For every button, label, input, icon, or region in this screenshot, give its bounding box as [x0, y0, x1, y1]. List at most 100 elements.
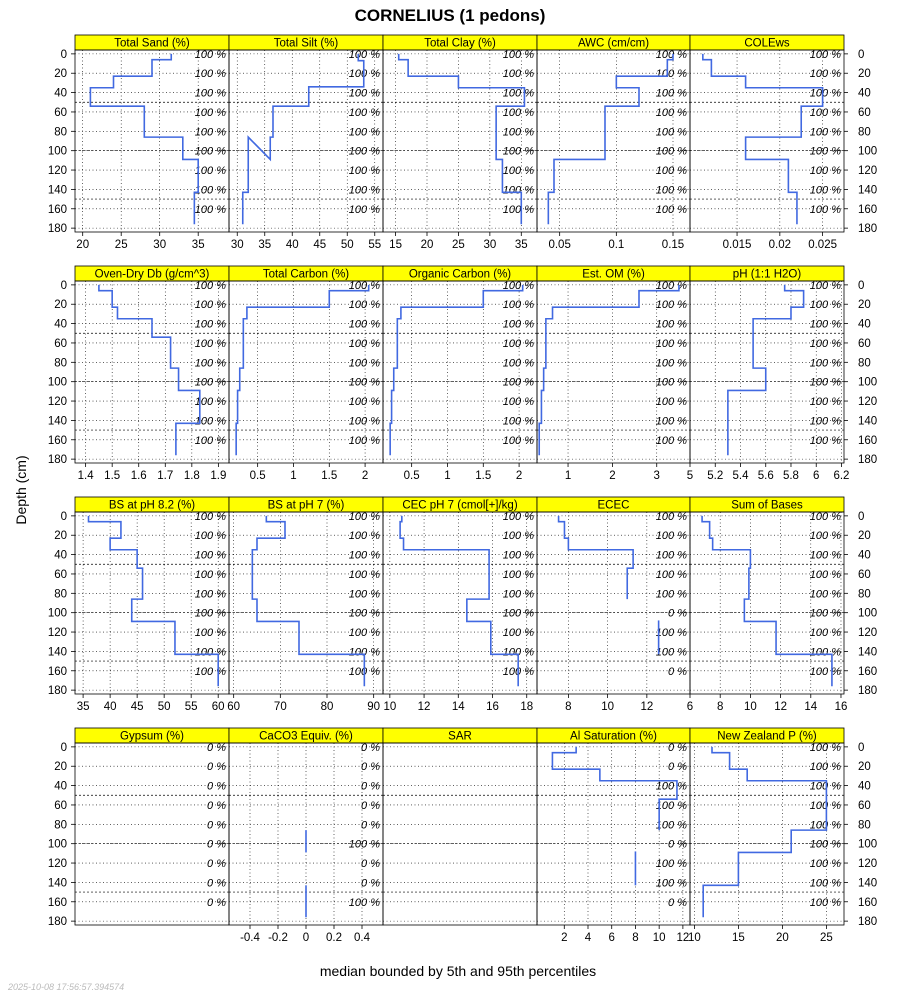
percent-label: 100 % [503, 107, 534, 119]
x-tick-label: 3 [654, 470, 660, 482]
percent-label: 100 % [195, 357, 226, 369]
percent-label: 0 % [207, 800, 226, 812]
percent-label: 100 % [656, 877, 687, 889]
x-tick-label: 0.5 [404, 470, 420, 482]
percent-label: 100 % [195, 550, 226, 562]
percent-label: 100 % [503, 184, 534, 196]
percent-label: 100 % [810, 800, 841, 812]
chart-title: CORNELIUS (1 pedons) [355, 6, 546, 25]
x-tick-label: 2 [516, 470, 522, 482]
profile-line [397, 53, 526, 225]
percent-label: 100 % [195, 165, 226, 177]
x-tick-label: 55 [185, 701, 198, 713]
profile-line [547, 53, 674, 225]
panel-strip-label: Oven-Dry Db (g/cm^3) [95, 269, 210, 281]
x-tick-label: 45 [131, 701, 144, 713]
y-tick-label-right: 60 [858, 800, 871, 812]
percent-label: 100 % [349, 280, 380, 292]
percent-label: 100 % [195, 204, 226, 216]
percent-label: 100 % [503, 204, 534, 216]
x-tick-label: 0 [303, 932, 309, 944]
panel-strip-label: New Zealand P (%) [717, 731, 817, 743]
percent-label: 100 % [810, 666, 841, 678]
y-tick-label-left: 0 [61, 280, 67, 292]
y-tick-label-left: 60 [54, 338, 67, 350]
percent-label: 100 % [349, 146, 380, 158]
x-tick-label: 1 [290, 470, 296, 482]
y-tick-label-left: 180 [48, 916, 67, 928]
x-tick-label: 35 [258, 239, 271, 251]
panel-2-4: Est. OM (%) 100 % 100 % 100 % 100 % 100 % 100 … [536, 265, 691, 482]
percent-label: 100 % [810, 204, 841, 216]
percent-label: 100 % [810, 781, 841, 793]
x-tick-label: 5.2 [707, 470, 723, 482]
percent-label: 100 % [810, 184, 841, 196]
y-tick-label-left: 60 [54, 107, 67, 119]
y-tick-label-right: 120 [858, 858, 877, 870]
x-tick-label: 6 [687, 701, 693, 713]
y-tick-label-left: 120 [48, 396, 67, 408]
percent-label: 100 % [810, 897, 841, 909]
y-tick-label-left: 100 [48, 146, 67, 158]
x-tick-label: 5.8 [783, 470, 799, 482]
percent-label: 100 % [656, 511, 687, 523]
y-tick-label-left: 80 [54, 819, 67, 831]
y-tick-label-left: 160 [48, 666, 67, 678]
y-tick-label-left: 140 [48, 877, 67, 889]
y-tick-label-right: 160 [858, 204, 877, 216]
panel-strip-label: Sum of Bases [731, 500, 803, 512]
x-tick-label: 50 [341, 239, 354, 251]
percent-label: 100 % [349, 107, 380, 119]
panel-strip-label: Total Silt (%) [274, 38, 339, 50]
x-tick-label: 8 [565, 701, 571, 713]
y-tick-label-right: 140 [858, 415, 877, 427]
x-tick-label: 0.015 [723, 239, 752, 251]
percent-label: 100 % [195, 107, 226, 119]
percent-label: 100 % [195, 666, 226, 678]
y-tick-label-right: 120 [858, 396, 877, 408]
x-tick-label: 30 [231, 239, 244, 251]
panel-strip-label: Est. OM (%) [582, 269, 645, 281]
x-tick-label: 2 [362, 470, 368, 482]
y-tick-label-right: 80 [858, 588, 871, 600]
percent-label: 100 % [195, 319, 226, 331]
panel-4-5: New Zealand P (%)100 %100 %100 %100 %100… [688, 727, 845, 944]
panel-3-5: Sum of Bases 100 % 100 % 100 % 100 % 100 % 100… [687, 496, 847, 713]
y-tick-label-left: 40 [54, 781, 67, 793]
percent-label: 100 % [810, 49, 841, 61]
panel-border [689, 511, 845, 695]
percent-label: 100 % [195, 184, 226, 196]
x-tick-label: 6 [609, 932, 615, 944]
panel-strip-label: CEC pH 7 (cmol[+]/kg) [402, 500, 518, 512]
y-tick-label-right: 0 [858, 280, 864, 292]
x-tick-label: 10 [688, 932, 701, 944]
percent-label: 100 % [656, 88, 687, 100]
y-tick-label-left: 180 [48, 454, 67, 466]
percent-label: 100 % [349, 646, 380, 658]
percent-label: 100 % [195, 511, 226, 523]
x-tick-label: 25 [820, 932, 833, 944]
percent-label: 0 % [361, 800, 380, 812]
percent-label: 100 % [810, 761, 841, 773]
percent-label: 0 % [668, 666, 687, 678]
percent-label: 100 % [656, 49, 687, 61]
panel-4-4: Al Saturation (%)0 %0 %100 %100 %100 %0 … [536, 727, 691, 944]
percent-label: 100 % [195, 530, 226, 542]
percent-label: 100 % [503, 511, 534, 523]
percent-label: 0 % [207, 839, 226, 851]
percent-label: 0 % [361, 858, 380, 870]
percent-label: 100 % [349, 338, 380, 350]
percent-label: 100 % [656, 588, 687, 600]
y-tick-label-right: 80 [858, 819, 871, 831]
x-tick-label: 10 [383, 701, 396, 713]
y-tick-label-right: 120 [858, 165, 877, 177]
x-tick-label: 1.5 [475, 470, 491, 482]
y-tick-label-left: 20 [54, 761, 67, 773]
panel-1-1: Total Sand (%) 100 % 100 % 100 % 100 % 100 % 1… [74, 34, 230, 251]
panel-strip-label: ECEC [598, 500, 630, 512]
x-tick-label: 14 [452, 701, 465, 713]
panel-2-2: Total Carbon (%)100 %100 %100 %100 %100 … [228, 265, 384, 482]
panel-3-3: CEC pH 7 (cmol[+]/kg)100 %100 %100 %100 … [382, 496, 538, 713]
x-tick-label: 45 [313, 239, 326, 251]
percent-label: 100 % [503, 319, 534, 331]
